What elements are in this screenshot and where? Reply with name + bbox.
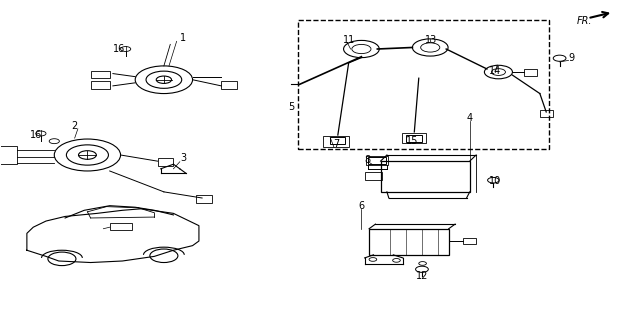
Text: 14: 14: [489, 65, 501, 76]
Text: 6: 6: [358, 201, 365, 211]
Text: 16: 16: [113, 44, 125, 54]
Text: 1: 1: [180, 33, 186, 43]
Text: 11: 11: [342, 35, 355, 45]
Text: FR.: FR.: [577, 16, 592, 26]
Text: 13: 13: [426, 35, 438, 45]
Text: 16: 16: [30, 130, 43, 140]
Text: 12: 12: [416, 271, 428, 281]
Text: 8: 8: [365, 155, 371, 165]
Text: 9: 9: [569, 53, 575, 63]
Text: 10: 10: [489, 176, 501, 186]
Text: 2: 2: [72, 121, 78, 131]
Text: 3: 3: [180, 153, 186, 163]
Bar: [298, 20, 549, 149]
Text: 5: 5: [288, 102, 294, 113]
Text: 15: 15: [406, 136, 419, 146]
Text: 4: 4: [467, 113, 473, 123]
Text: 7: 7: [333, 139, 339, 149]
